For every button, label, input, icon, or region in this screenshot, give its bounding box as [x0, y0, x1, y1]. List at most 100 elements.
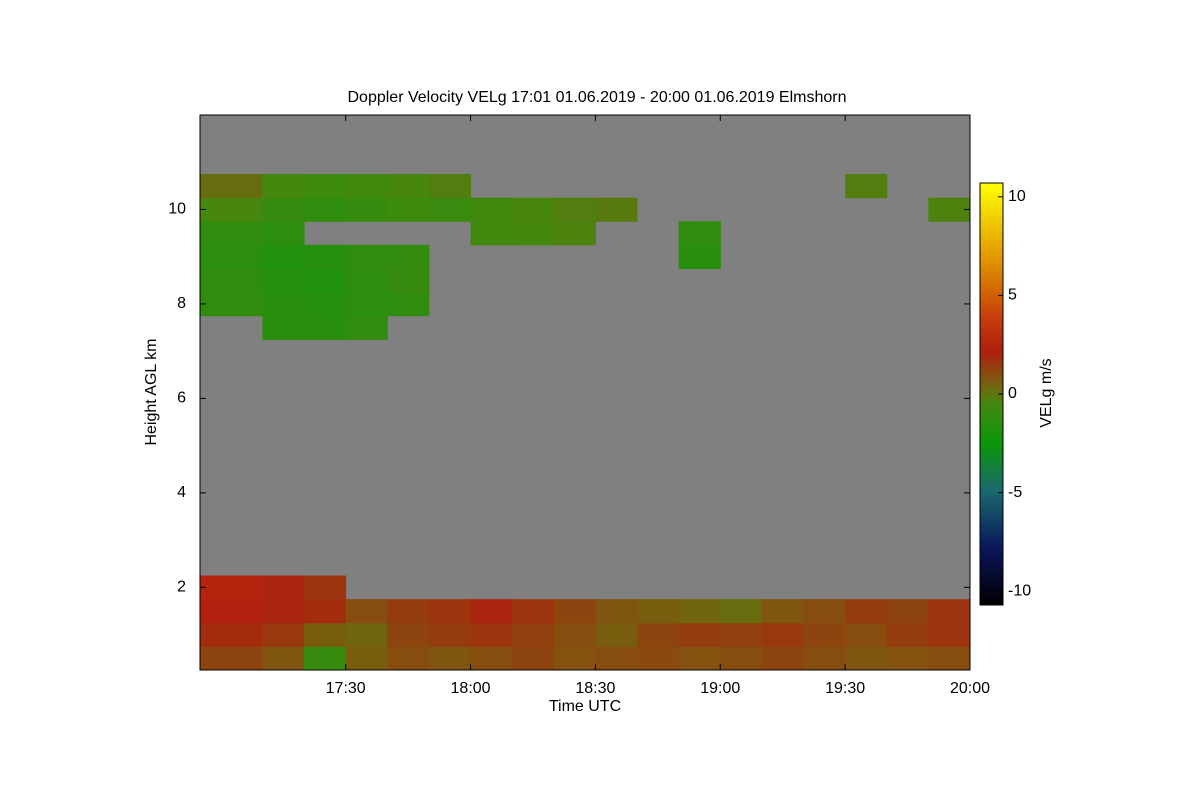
heatmap-cell	[262, 315, 305, 340]
heatmap-cell	[387, 174, 430, 199]
heatmap-cell	[512, 646, 555, 670]
heatmap-cell	[200, 244, 263, 270]
colorbar-tick-label: 5	[1008, 287, 1017, 304]
x-tick-label: 19:30	[825, 680, 865, 697]
heatmap-cell	[304, 268, 347, 293]
heatmap-cell	[345, 174, 388, 199]
heatmap-cell	[304, 244, 347, 270]
heatmap-cell	[262, 221, 305, 246]
heatmap-cell	[428, 599, 472, 624]
heatmap-cell	[262, 268, 305, 293]
heatmap-cell	[200, 221, 263, 246]
heatmap-cell	[803, 646, 846, 670]
heatmap-cell	[200, 197, 263, 222]
heatmap-cell	[928, 646, 970, 670]
heatmap-cell	[720, 622, 763, 647]
heatmap-cell	[304, 292, 347, 317]
heatmap-cell	[304, 646, 347, 670]
heatmap-cell	[928, 622, 970, 647]
heatmap-cell	[387, 599, 430, 624]
x-tick-label: 17:30	[326, 680, 366, 697]
heatmap-cell	[387, 268, 430, 293]
heatmap-cell	[720, 599, 763, 624]
y-axis-label: Height AGL km	[143, 338, 160, 445]
heatmap-cell	[886, 646, 929, 670]
heatmap-cell	[470, 646, 513, 670]
colorbar-tick-label: -5	[1008, 484, 1022, 501]
heatmap-cell	[200, 575, 263, 600]
heatmap-cell	[345, 646, 388, 670]
y-tick-label: 6	[177, 390, 186, 407]
heatmap-cell	[387, 646, 430, 670]
heatmap-cell	[345, 197, 388, 222]
heatmap-cell	[304, 315, 347, 340]
heatmap-cell	[262, 244, 305, 270]
heatmap-cell	[553, 599, 596, 624]
heatmap-cell	[595, 599, 638, 624]
heatmap-cell	[803, 599, 846, 624]
heatmap-cell	[262, 599, 305, 624]
heatmap-cell	[262, 646, 305, 670]
heatmap-cell	[428, 622, 472, 647]
heatmap-cell	[553, 221, 596, 246]
heatmap-cell	[886, 622, 929, 647]
heatmap-cell	[886, 599, 929, 624]
heatmap-cell	[678, 646, 721, 670]
heatmap-cell	[512, 197, 555, 222]
heatmap-cell	[637, 599, 680, 624]
heatmap-cell	[470, 197, 513, 222]
heatmap-cell	[304, 575, 347, 600]
heatmap-cell	[595, 197, 638, 222]
heatmap-cell	[470, 599, 513, 624]
heatmap-cell	[928, 599, 970, 624]
heatmap-cell	[200, 174, 263, 199]
heatmap-cell	[678, 622, 721, 647]
y-tick-label: 2	[177, 579, 186, 596]
heatmap-cell	[304, 599, 347, 624]
heatmap-cell	[345, 599, 388, 624]
heatmap-cell	[595, 646, 638, 670]
heatmap-cell	[200, 268, 263, 293]
heatmap-cell	[845, 599, 888, 624]
heatmap-cell	[262, 622, 305, 647]
heatmap-cell	[200, 292, 263, 317]
heatmap-cell	[387, 244, 430, 270]
heatmap-cell	[761, 622, 805, 647]
colorbar-tick-label: -10	[1008, 582, 1031, 599]
heatmap-cell	[428, 174, 472, 199]
heatmap-cell	[304, 622, 347, 647]
x-tick-label: 19:00	[700, 680, 740, 697]
heatmap-cell	[345, 244, 388, 270]
colorbar-tick-label: 0	[1008, 385, 1017, 402]
heatmap-cell	[512, 599, 555, 624]
heatmap-cell	[345, 315, 388, 340]
y-tick-label: 8	[177, 295, 186, 312]
heatmap-cell	[387, 197, 430, 222]
heatmap-cell	[262, 197, 305, 222]
heatmap-cell	[761, 646, 805, 670]
heatmap-cell	[553, 646, 596, 670]
heatmap-cell	[470, 221, 513, 246]
heatmap-cell	[512, 221, 555, 246]
heatmap-cell	[678, 599, 721, 624]
heatmap-cell	[845, 174, 888, 199]
heatmap-cell	[345, 622, 388, 647]
heatmap-cell	[262, 575, 305, 600]
heatmap-cell	[678, 244, 721, 270]
heatmap-cell	[345, 268, 388, 293]
heatmap-cell	[803, 622, 846, 647]
heatmap-cell	[200, 622, 263, 647]
heatmap-cell	[470, 622, 513, 647]
heatmap-cell	[678, 221, 721, 246]
heatmap-cell	[845, 646, 888, 670]
heatmap-cell	[428, 646, 472, 670]
heatmap-cell	[345, 292, 388, 317]
heatmap	[200, 174, 970, 670]
heatmap-cell	[720, 646, 763, 670]
colorbar-label: VELg m/s	[1038, 358, 1055, 427]
heatmap-cell	[512, 622, 555, 647]
heatmap-cell	[304, 174, 347, 199]
heatmap-cell	[928, 197, 970, 222]
heatmap-cell	[595, 622, 638, 647]
